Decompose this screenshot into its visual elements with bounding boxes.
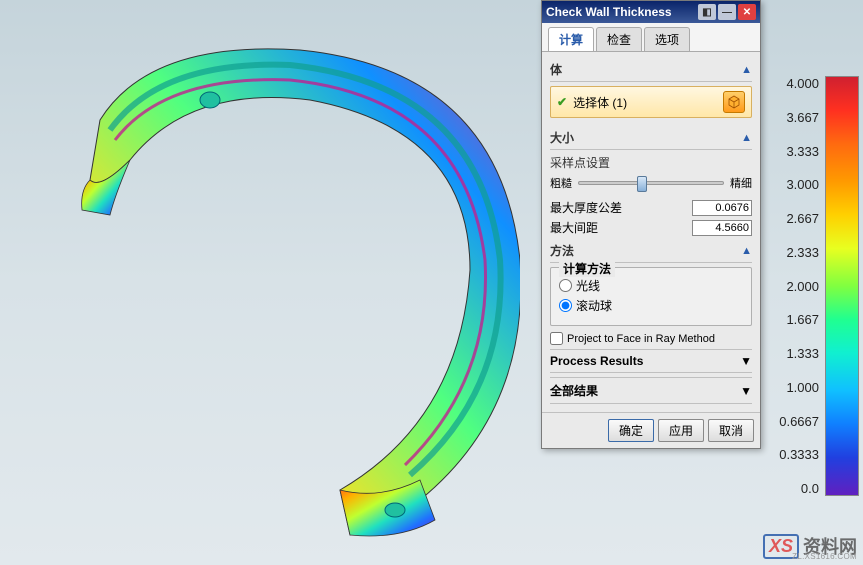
apply-button[interactable]: 应用 bbox=[658, 419, 704, 442]
max-thickness-tol-input[interactable] bbox=[692, 200, 752, 216]
sample-slider[interactable] bbox=[578, 181, 724, 185]
project-to-face-label: Project to Face in Ray Method bbox=[567, 333, 715, 345]
colorbar-tick: 0.0 bbox=[801, 481, 819, 496]
max-thickness-tol-label: 最大厚度公差 bbox=[550, 199, 622, 216]
dialog-titlebar[interactable]: Check Wall Thickness ◧ — ✕ bbox=[542, 1, 760, 23]
colorbar-tick: 2.667 bbox=[786, 211, 819, 226]
colorbar-tick: 2.000 bbox=[786, 279, 819, 294]
colorbar-labels: 4.000 3.667 3.333 3.000 2.667 2.333 2.000 1.667… bbox=[763, 76, 825, 496]
slider-min-label: 粗糙 bbox=[550, 175, 572, 191]
select-body-icon[interactable] bbox=[723, 91, 745, 113]
project-to-face-row[interactable]: Project to Face in Ray Method bbox=[550, 332, 752, 345]
tab-options[interactable]: 选项 bbox=[644, 27, 690, 51]
dialog-title: Check Wall Thickness bbox=[546, 5, 696, 19]
chevron-up-icon: ▲ bbox=[741, 132, 752, 144]
colorbar-tick: 4.000 bbox=[786, 76, 819, 91]
ok-button[interactable]: 确定 bbox=[608, 419, 654, 442]
check-wall-thickness-dialog: Check Wall Thickness ◧ — ✕ 计算 检查 选项 体 ▲ … bbox=[541, 0, 761, 449]
colorbar-tick: 3.333 bbox=[786, 144, 819, 159]
tab-inspect[interactable]: 检查 bbox=[596, 27, 642, 51]
radio-rolling[interactable] bbox=[559, 299, 572, 312]
colorbar-tick: 0.3333 bbox=[779, 447, 819, 462]
colorbar-tick: 2.333 bbox=[786, 245, 819, 260]
section-method-label: 方法 bbox=[550, 242, 574, 259]
calc-method-legend: 计算方法 bbox=[559, 260, 615, 277]
radio-rolling-label: 滚动球 bbox=[576, 297, 612, 314]
radio-ray-label: 光线 bbox=[576, 277, 600, 294]
colorbar-tick: 1.000 bbox=[786, 380, 819, 395]
minimize-button[interactable]: — bbox=[718, 4, 736, 20]
cad-viewport[interactable] bbox=[0, 0, 540, 565]
colorbar-gradient bbox=[825, 76, 859, 496]
section-body-header[interactable]: 体 ▲ bbox=[550, 58, 752, 82]
watermark: XS 资料网 ZL.XS1616.COM bbox=[763, 533, 857, 559]
chevron-up-icon: ▲ bbox=[741, 64, 752, 76]
chevron-down-icon: ▼ bbox=[740, 384, 752, 398]
radio-rolling-row[interactable]: 滚动球 bbox=[559, 297, 743, 314]
all-results-label: 全部结果 bbox=[550, 382, 598, 399]
all-results-header[interactable]: 全部结果 ▼ bbox=[550, 377, 752, 404]
dialog-button-row: 确定 应用 取消 bbox=[542, 412, 760, 448]
max-spacing-label: 最大间距 bbox=[550, 219, 598, 236]
watermark-url: ZL.XS1616.COM bbox=[792, 552, 857, 561]
sample-slider-row: 粗糙 精细 bbox=[550, 175, 752, 191]
colorbar-tick: 0.6667 bbox=[779, 414, 819, 429]
chevron-down-icon: ▼ bbox=[740, 354, 752, 368]
sample-points-label: 采样点设置 bbox=[550, 154, 752, 171]
colorbar-tick: 1.667 bbox=[786, 312, 819, 327]
body-selection-row[interactable]: ✔ 选择体 (1) bbox=[550, 86, 752, 118]
wall-thickness-model bbox=[40, 30, 520, 550]
selection-label: 选择体 (1) bbox=[573, 94, 723, 111]
section-size-header[interactable]: 大小 ▲ bbox=[550, 126, 752, 150]
section-body-label: 体 bbox=[550, 61, 562, 78]
colorbar-tick: 1.333 bbox=[786, 346, 819, 361]
calc-method-group: 计算方法 光线 滚动球 bbox=[550, 267, 752, 326]
help-button[interactable]: ◧ bbox=[698, 4, 716, 20]
process-results-label: Process Results bbox=[550, 354, 643, 368]
max-spacing-input[interactable] bbox=[692, 220, 752, 236]
check-icon: ✔ bbox=[557, 95, 567, 109]
radio-ray-row[interactable]: 光线 bbox=[559, 277, 743, 294]
process-results-header[interactable]: Process Results ▼ bbox=[550, 349, 752, 373]
colorbar-tick: 3.667 bbox=[786, 110, 819, 125]
dialog-body: 体 ▲ ✔ 选择体 (1) 大小 ▲ 采样点设置 粗糙 精细 最大厚度公差 bbox=[542, 52, 760, 412]
dialog-tabs: 计算 检查 选项 bbox=[542, 23, 760, 52]
max-thickness-tol-row: 最大厚度公差 bbox=[550, 199, 752, 216]
project-to-face-checkbox[interactable] bbox=[550, 332, 563, 345]
max-spacing-row: 最大间距 bbox=[550, 219, 752, 236]
colorbar-tick: 3.000 bbox=[786, 177, 819, 192]
close-button[interactable]: ✕ bbox=[738, 4, 756, 20]
radio-ray[interactable] bbox=[559, 279, 572, 292]
tab-compute[interactable]: 计算 bbox=[548, 27, 594, 51]
slider-max-label: 精细 bbox=[730, 175, 752, 191]
cancel-button[interactable]: 取消 bbox=[708, 419, 754, 442]
colorbar: 4.000 3.667 3.333 3.000 2.667 2.333 2.000 1.667… bbox=[763, 76, 859, 496]
chevron-up-icon: ▲ bbox=[741, 245, 752, 257]
section-size-label: 大小 bbox=[550, 129, 574, 146]
slider-thumb[interactable] bbox=[637, 176, 647, 192]
